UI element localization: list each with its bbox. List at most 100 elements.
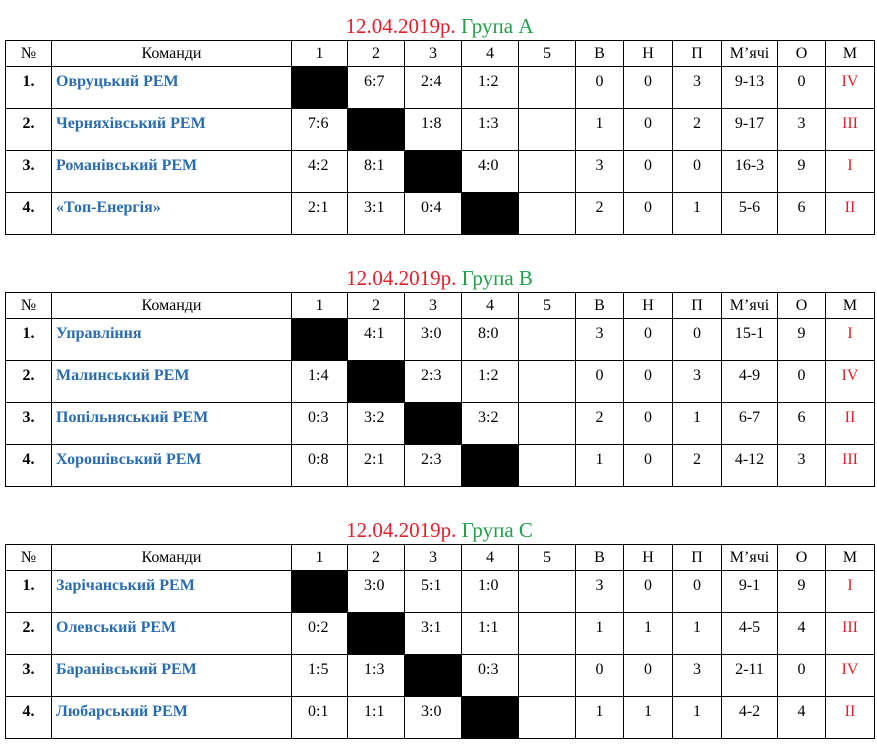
points: 4 bbox=[777, 612, 826, 655]
header-cell: О bbox=[777, 40, 826, 67]
draws: 0 bbox=[623, 192, 673, 235]
self-cell bbox=[461, 696, 519, 739]
place: III bbox=[825, 108, 875, 151]
rank-number: 2. bbox=[5, 360, 52, 403]
team-name: Баранівський РЕМ bbox=[51, 654, 292, 697]
self-cell bbox=[404, 654, 462, 697]
place: IV bbox=[825, 66, 875, 109]
header-cell: М’ячі bbox=[721, 544, 778, 571]
draws: 1 bbox=[623, 612, 673, 655]
score: 1:0 bbox=[461, 570, 519, 613]
team-row: 1. Овруцький РЕМ 6:7 2:4 1:2 0 0 3 9-13 0 IV bbox=[5, 66, 875, 109]
goals: 5-6 bbox=[721, 192, 778, 235]
wins: 3 bbox=[575, 150, 624, 193]
score: 3:2 bbox=[347, 402, 405, 445]
header-cell: 3 bbox=[404, 292, 462, 319]
team-row: 2. Олевський РЕМ 0:2 3:1 1:1 1 1 1 4-5 4 III bbox=[5, 612, 875, 655]
self-cell bbox=[347, 612, 405, 655]
draws: 0 bbox=[623, 444, 673, 487]
losses: 0 bbox=[672, 318, 722, 361]
header-cell: 2 bbox=[347, 544, 405, 571]
group-name: Група С bbox=[461, 518, 533, 542]
score: 3:0 bbox=[404, 318, 462, 361]
empty-cell bbox=[518, 192, 576, 235]
score: 1:1 bbox=[461, 612, 519, 655]
place: IV bbox=[825, 654, 875, 697]
header-cell: 5 bbox=[518, 40, 576, 67]
empty-cell bbox=[518, 150, 576, 193]
score: 3:1 bbox=[404, 612, 462, 655]
rank-number: 4. bbox=[5, 696, 52, 739]
team-name: «Топ-Енергія» bbox=[51, 192, 292, 235]
score: 1:2 bbox=[461, 66, 519, 109]
score: 2:3 bbox=[404, 444, 462, 487]
score: 8:0 bbox=[461, 318, 519, 361]
date: 12.04.2019р. bbox=[346, 518, 457, 542]
goals: 9-1 bbox=[721, 570, 778, 613]
losses: 1 bbox=[672, 612, 722, 655]
wins: 2 bbox=[575, 192, 624, 235]
score: 3:2 bbox=[461, 402, 519, 445]
points: 9 bbox=[777, 570, 826, 613]
header-cell: 5 bbox=[518, 544, 576, 571]
points: 0 bbox=[777, 654, 826, 697]
points: 0 bbox=[777, 360, 826, 403]
group-title: 12.04.2019р. Група В bbox=[5, 264, 874, 292]
place: IV bbox=[825, 360, 875, 403]
empty-cell bbox=[518, 696, 576, 739]
self-cell bbox=[291, 66, 348, 109]
team-row: 1. Управління 4:1 3:0 8:0 3 0 0 15-1 9 I bbox=[5, 318, 875, 361]
draws: 0 bbox=[623, 360, 673, 403]
date: 12.04.2019р. bbox=[346, 266, 457, 290]
score: 4:2 bbox=[291, 150, 348, 193]
wins: 2 bbox=[575, 402, 624, 445]
score: 1:5 bbox=[291, 654, 348, 697]
score: 7:6 bbox=[291, 108, 348, 151]
team-name: Хорошівський РЕМ bbox=[51, 444, 292, 487]
header-row: № Команди 1 2 3 4 5 В Н П М’ячі О М bbox=[5, 292, 875, 319]
score: 0:4 bbox=[404, 192, 462, 235]
goals: 16-3 bbox=[721, 150, 778, 193]
empty-cell bbox=[518, 612, 576, 655]
team-row: 2. Черняхівський РЕМ 7:6 1:8 1:3 1 0 2 9-17 3 III bbox=[5, 108, 875, 151]
rank-number: 4. bbox=[5, 444, 52, 487]
header-cell: О bbox=[777, 292, 826, 319]
draws: 0 bbox=[623, 150, 673, 193]
score: 3:0 bbox=[404, 696, 462, 739]
losses: 1 bbox=[672, 402, 722, 445]
place: I bbox=[825, 570, 875, 613]
empty-cell bbox=[518, 318, 576, 361]
header-cell: 4 bbox=[461, 292, 519, 319]
team-row: 3. Романівський РЕМ 4:2 8:1 4:0 3 0 0 16-3 9 I bbox=[5, 150, 875, 193]
score: 0:8 bbox=[291, 444, 348, 487]
score: 0:2 bbox=[291, 612, 348, 655]
wins: 1 bbox=[575, 108, 624, 151]
place: II bbox=[825, 402, 875, 445]
empty-cell bbox=[518, 108, 576, 151]
draws: 0 bbox=[623, 318, 673, 361]
header-cell: 4 bbox=[461, 544, 519, 571]
self-cell bbox=[461, 444, 519, 487]
header-row: № Команди 1 2 3 4 5 В Н П М’ячі О М bbox=[5, 40, 875, 67]
self-cell bbox=[291, 318, 348, 361]
goals: 9-13 bbox=[721, 66, 778, 109]
empty-cell bbox=[518, 66, 576, 109]
score: 2:4 bbox=[404, 66, 462, 109]
score: 4:1 bbox=[347, 318, 405, 361]
team-row: 1. Зарічанський РЕМ 3:0 5:1 1:0 3 0 0 9-1 9 I bbox=[5, 570, 875, 613]
header-cell: М bbox=[825, 292, 875, 319]
losses: 3 bbox=[672, 360, 722, 403]
self-cell bbox=[347, 108, 405, 151]
score: 1:3 bbox=[461, 108, 519, 151]
team-name: Зарічанський РЕМ bbox=[51, 570, 292, 613]
score: 3:0 bbox=[347, 570, 405, 613]
self-cell bbox=[291, 570, 348, 613]
header-cell: М bbox=[825, 544, 875, 571]
rank-number: 2. bbox=[5, 108, 52, 151]
group-name: Група А bbox=[460, 14, 534, 38]
header-cell: № bbox=[5, 292, 52, 319]
wins: 0 bbox=[575, 66, 624, 109]
losses: 3 bbox=[672, 66, 722, 109]
rank-number: 2. bbox=[5, 612, 52, 655]
draws: 1 bbox=[623, 696, 673, 739]
